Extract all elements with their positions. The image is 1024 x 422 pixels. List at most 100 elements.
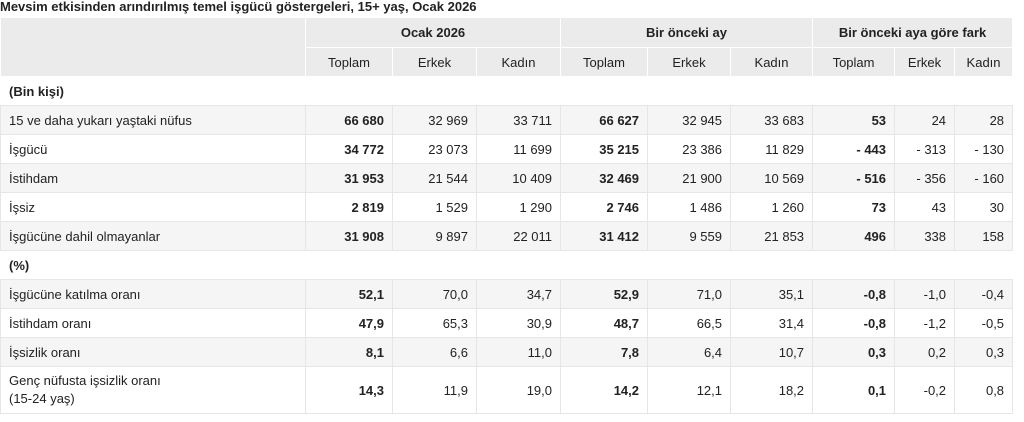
table-cell: 33 711: [475, 105, 562, 135]
table-cell: 2 819: [305, 192, 393, 222]
table-cell: 0,1: [812, 366, 896, 414]
table-cell: 34,7: [475, 279, 562, 309]
table-cell: 19,0: [475, 366, 562, 414]
table-cell: - 516: [812, 163, 896, 193]
table-caption: Mevsim etkisinden arındırılmış temel işg…: [0, 0, 477, 14]
table-cell: 1 486: [647, 192, 732, 222]
table-row: İstihdam oranı 47,9 65,3 30,9 48,7 66,5 …: [0, 308, 1014, 338]
table-cell: 18,2: [730, 366, 814, 414]
table-cell: 53: [812, 105, 896, 135]
table-cell: -0,8: [812, 308, 896, 338]
table-cell: 10 569: [730, 163, 814, 193]
table-cell: 9 559: [647, 221, 732, 251]
table-cell: -0,8: [812, 279, 896, 309]
table-cell: 73: [812, 192, 896, 222]
table-cell: 47,9: [305, 308, 393, 338]
table-cell: 21 900: [647, 163, 732, 193]
table-cell: 2 746: [560, 192, 649, 222]
table-cell: - 443: [812, 134, 896, 164]
table-cell: 8,1: [305, 337, 393, 367]
table-cell: - 130: [954, 134, 1014, 164]
table-cell: 10,7: [730, 337, 814, 367]
table-row: İşgücüne dahil olmayanlar 31 908 9 897 2…: [0, 221, 1014, 251]
table-row: İşsizlik oranı 8,1 6,6 11,0 7,8 6,4 10,7…: [0, 337, 1014, 367]
table-cell: 10 409: [475, 163, 562, 193]
table-cell: 66 680: [305, 105, 393, 135]
table-cell: 70,0: [392, 279, 477, 309]
table-row: 15 ve daha yukarı yaştaki nüfus 66 680 3…: [0, 105, 1014, 135]
column-header: Toplam: [305, 47, 393, 77]
table-cell: 32 945: [647, 105, 732, 135]
column-header: Erkek: [647, 47, 732, 77]
table-cell: 30: [954, 192, 1014, 222]
column-header: Erkek: [894, 47, 956, 77]
table-cell: 6,4: [647, 337, 732, 367]
table-cell: 33 683: [730, 105, 814, 135]
table-cell: 71,0: [647, 279, 732, 309]
table-cell: - 160: [954, 163, 1014, 193]
section-label: (Bin kişi): [0, 76, 1014, 106]
row-label: İşgücü: [0, 134, 306, 164]
table-row: Genç nüfusta işsizlik oranı (15-24 yaş) …: [0, 366, 1014, 414]
column-header: Kadın: [475, 47, 562, 77]
group-header: Bir önceki aya göre fark: [812, 17, 1014, 48]
table-row: İşgücüne katılma oranı 52,1 70,0 34,7 52…: [0, 279, 1014, 309]
table-cell: 0,2: [894, 337, 956, 367]
row-label: İşgücüne katılma oranı: [0, 279, 306, 309]
table-cell: 21 544: [392, 163, 477, 193]
column-header: Kadın: [730, 47, 814, 77]
table-cell: 35,1: [730, 279, 814, 309]
table-cell: 31,4: [730, 308, 814, 338]
header-blank: [0, 17, 306, 77]
section-label: (%): [0, 250, 1014, 280]
table-cell: 52,9: [560, 279, 649, 309]
table-cell: 66 627: [560, 105, 649, 135]
table-cell: 338: [894, 221, 956, 251]
table-cell: 12,1: [647, 366, 732, 414]
table-cell: 21 853: [730, 221, 814, 251]
section-row: (Bin kişi): [0, 76, 1014, 106]
table-cell: 7,8: [560, 337, 649, 367]
row-label-line: Genç nüfusta işsizlik oranı: [9, 373, 161, 388]
table-cell: 35 215: [560, 134, 649, 164]
row-label: İşsiz: [0, 192, 306, 222]
row-label: Genç nüfusta işsizlik oranı (15-24 yaş): [0, 366, 306, 414]
table-cell: 158: [954, 221, 1014, 251]
table-cell: 1 260: [730, 192, 814, 222]
table-cell: 34 772: [305, 134, 393, 164]
table-cell: 48,7: [560, 308, 649, 338]
column-header: Toplam: [560, 47, 649, 77]
table-cell: -0,4: [954, 279, 1014, 309]
table-cell: 22 011: [475, 221, 562, 251]
row-label-line: (15-24 yaş): [9, 391, 75, 406]
table-cell: 23 073: [392, 134, 477, 164]
row-label: İstihdam oranı: [0, 308, 306, 338]
column-header: Toplam: [812, 47, 896, 77]
column-header: Erkek: [392, 47, 477, 77]
table-cell: -0,5: [954, 308, 1014, 338]
table-cell: -1,2: [894, 308, 956, 338]
table-cell: 31 908: [305, 221, 393, 251]
section-row: (%): [0, 250, 1014, 280]
labour-force-table: Ocak 2026 Bir önceki ay Bir önceki aya g…: [0, 17, 1014, 414]
column-header: Kadın: [954, 47, 1014, 77]
table-cell: 11,0: [475, 337, 562, 367]
table-cell: 43: [894, 192, 956, 222]
table-cell: 1 290: [475, 192, 562, 222]
group-header: Bir önceki ay: [560, 17, 814, 48]
table-cell: 1 529: [392, 192, 477, 222]
table-cell: 496: [812, 221, 896, 251]
table-cell: 32 969: [392, 105, 477, 135]
row-label: İşgücüne dahil olmayanlar: [0, 221, 306, 251]
header-row-columns: Toplam Erkek Kadın Toplam Erkek Kadın To…: [1, 47, 1014, 77]
table-cell: 14,3: [305, 366, 393, 414]
table-cell: 0,3: [954, 337, 1014, 367]
table-cell: 11,9: [392, 366, 477, 414]
table-cell: 31 953: [305, 163, 393, 193]
table-cell: 66,5: [647, 308, 732, 338]
row-label: İşsizlik oranı: [0, 337, 306, 367]
table-cell: 6,6: [392, 337, 477, 367]
table-cell: 23 386: [647, 134, 732, 164]
table-cell: 52,1: [305, 279, 393, 309]
